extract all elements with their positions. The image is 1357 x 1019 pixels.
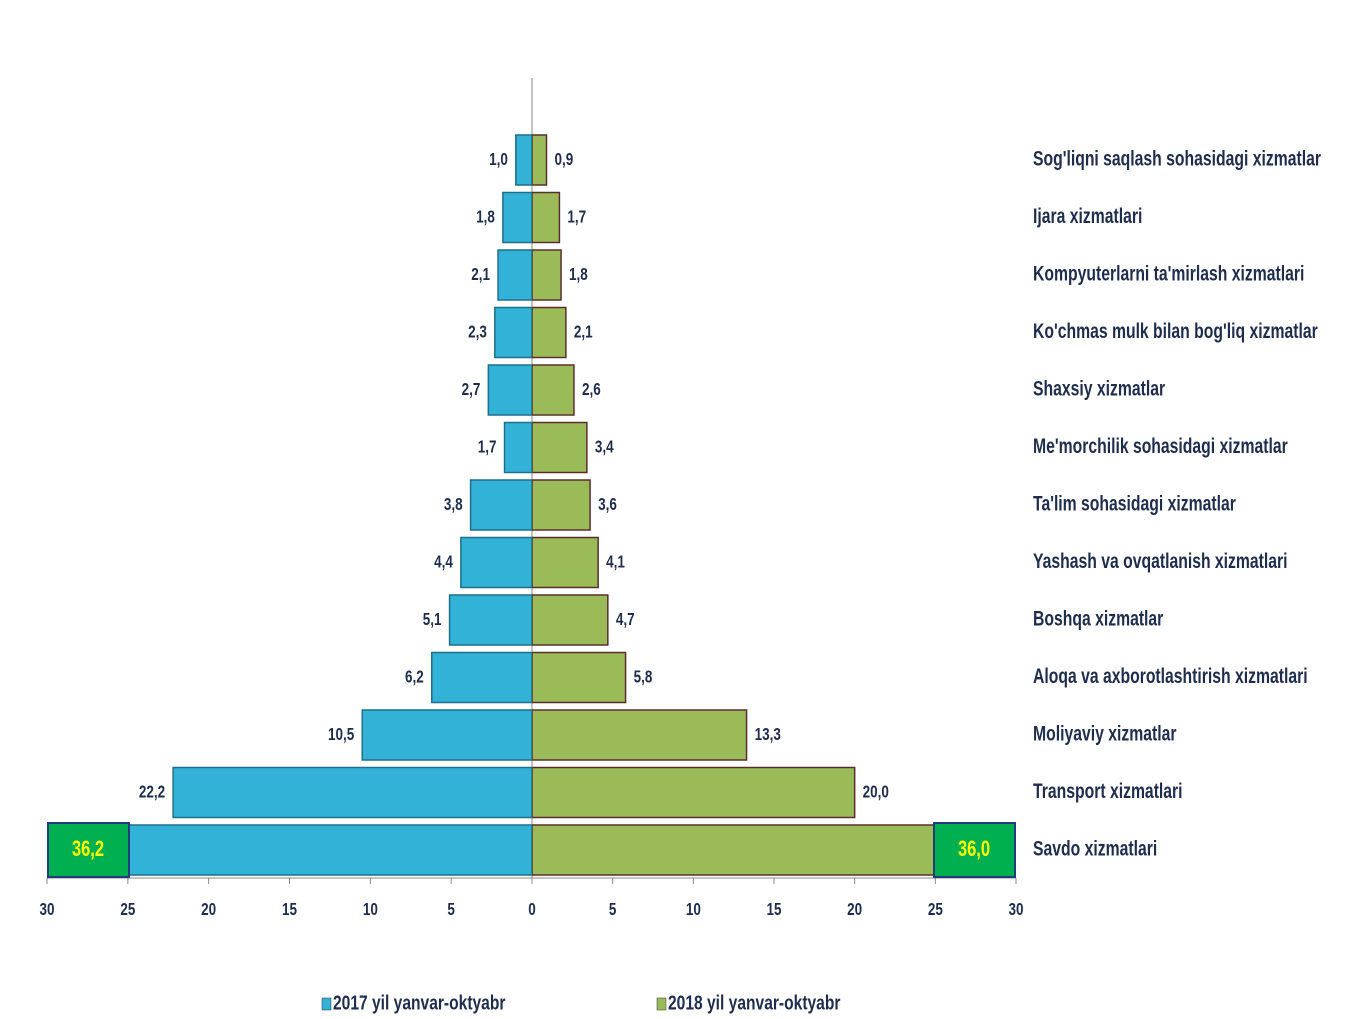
bar [532, 134, 548, 186]
value-label: 5,1 [423, 610, 442, 629]
category-label: Ko'chmas mulk bilan bog'liq xizmatlar [1033, 319, 1318, 343]
value-label: 2,1 [471, 265, 490, 284]
bar [532, 364, 575, 416]
x-tick-label: 30 [39, 900, 54, 919]
value-box [47, 822, 130, 878]
x-tick-label: 10 [363, 900, 378, 919]
bars [47, 134, 532, 876]
category-label: Savdo xizmatlari [1033, 836, 1157, 860]
category-label: Boshqa xizmatlar [1033, 606, 1163, 630]
x-tick-label: 5 [609, 900, 617, 919]
bar [532, 249, 562, 301]
value-label: 4,1 [606, 553, 625, 572]
value-label: 1,8 [569, 265, 588, 284]
bar [532, 479, 591, 531]
value-label: 36,0 [958, 837, 990, 862]
value-label: 1,0 [489, 150, 508, 169]
value-label: 2,1 [574, 323, 593, 342]
value-label: 1,8 [476, 208, 495, 227]
value-label: 4,4 [434, 553, 453, 572]
value-label: 2,6 [582, 380, 601, 399]
bar [532, 709, 748, 761]
bar [532, 594, 609, 646]
category-label: Kompyuterlarni ta'mirlash xizmatlari [1033, 261, 1304, 285]
bar [532, 766, 856, 819]
bar [487, 364, 532, 416]
bar [532, 536, 599, 589]
value-label: 5,8 [634, 668, 653, 687]
x-tick-label: 0 [528, 900, 536, 919]
bar [532, 306, 567, 359]
category-label: Sog'liqni saqlash sohasidagi xizmatlar [1033, 146, 1321, 170]
x-tick-label: 15 [282, 900, 297, 919]
bar [532, 191, 561, 244]
bar [361, 709, 532, 761]
bar [460, 536, 532, 589]
value-label: 2,3 [468, 323, 487, 342]
bar [515, 134, 532, 186]
legend-swatch [321, 997, 332, 1011]
category-label: Me'morchilik sohasidagi xizmatlar [1033, 434, 1288, 458]
bar [431, 651, 532, 704]
legend-label: 2018 yil yanvar-oktyabr [668, 991, 840, 1013]
legend-swatch [656, 997, 667, 1011]
bar [494, 306, 532, 359]
value-label: 36,2 [72, 837, 104, 862]
x-tick-label: 25 [120, 900, 135, 919]
x-tick-label: 30 [1008, 900, 1023, 919]
bar [469, 479, 532, 531]
bars [532, 134, 1016, 876]
value-label: 22,2 [139, 783, 165, 802]
value-label: 0,9 [555, 150, 574, 169]
value-label: 20,0 [863, 783, 889, 802]
value-box [933, 822, 1016, 878]
category-label: Shaxsiy xizmatlar [1033, 376, 1165, 400]
value-label: 2,7 [462, 380, 481, 399]
x-tick-label: 15 [766, 900, 781, 919]
value-label: 10,5 [328, 725, 354, 744]
value-label: 3,8 [444, 495, 463, 514]
legend-label: 2017 yil yanvar-oktyabr [333, 991, 505, 1013]
value-label: 13,3 [755, 725, 781, 744]
bar [497, 249, 532, 301]
value-label: 6,2 [405, 668, 424, 687]
x-tick-label: 20 [201, 900, 216, 919]
value-label: 3,4 [595, 438, 614, 457]
x-tick-label: 5 [447, 900, 455, 919]
bar [503, 421, 532, 474]
x-tick-label: 10 [686, 900, 701, 919]
category-label: Moliyaviy xizmatlar [1033, 721, 1176, 745]
bar [532, 824, 1016, 876]
value-label: 3,6 [598, 495, 617, 514]
bar [532, 651, 627, 704]
bar [532, 421, 588, 474]
category-label: Transport xizmatlari [1033, 779, 1183, 803]
value-label: 1,7 [567, 208, 586, 227]
bar [172, 766, 532, 819]
value-label: 4,7 [616, 610, 635, 629]
x-tick-label: 25 [928, 900, 943, 919]
category-label: Ta'lim sohasidagi xizmatlar [1033, 491, 1236, 515]
bar [502, 191, 532, 244]
category-label: Aloqa va axborotlashtirish xizmatlari [1033, 664, 1308, 688]
value-label: 1,7 [478, 438, 497, 457]
bar [448, 594, 532, 646]
category-label: Ijara xizmatlari [1033, 204, 1142, 228]
category-label: Yashash va ovqatlanish xizmatlari [1033, 549, 1288, 573]
x-tick-label: 20 [847, 900, 862, 919]
